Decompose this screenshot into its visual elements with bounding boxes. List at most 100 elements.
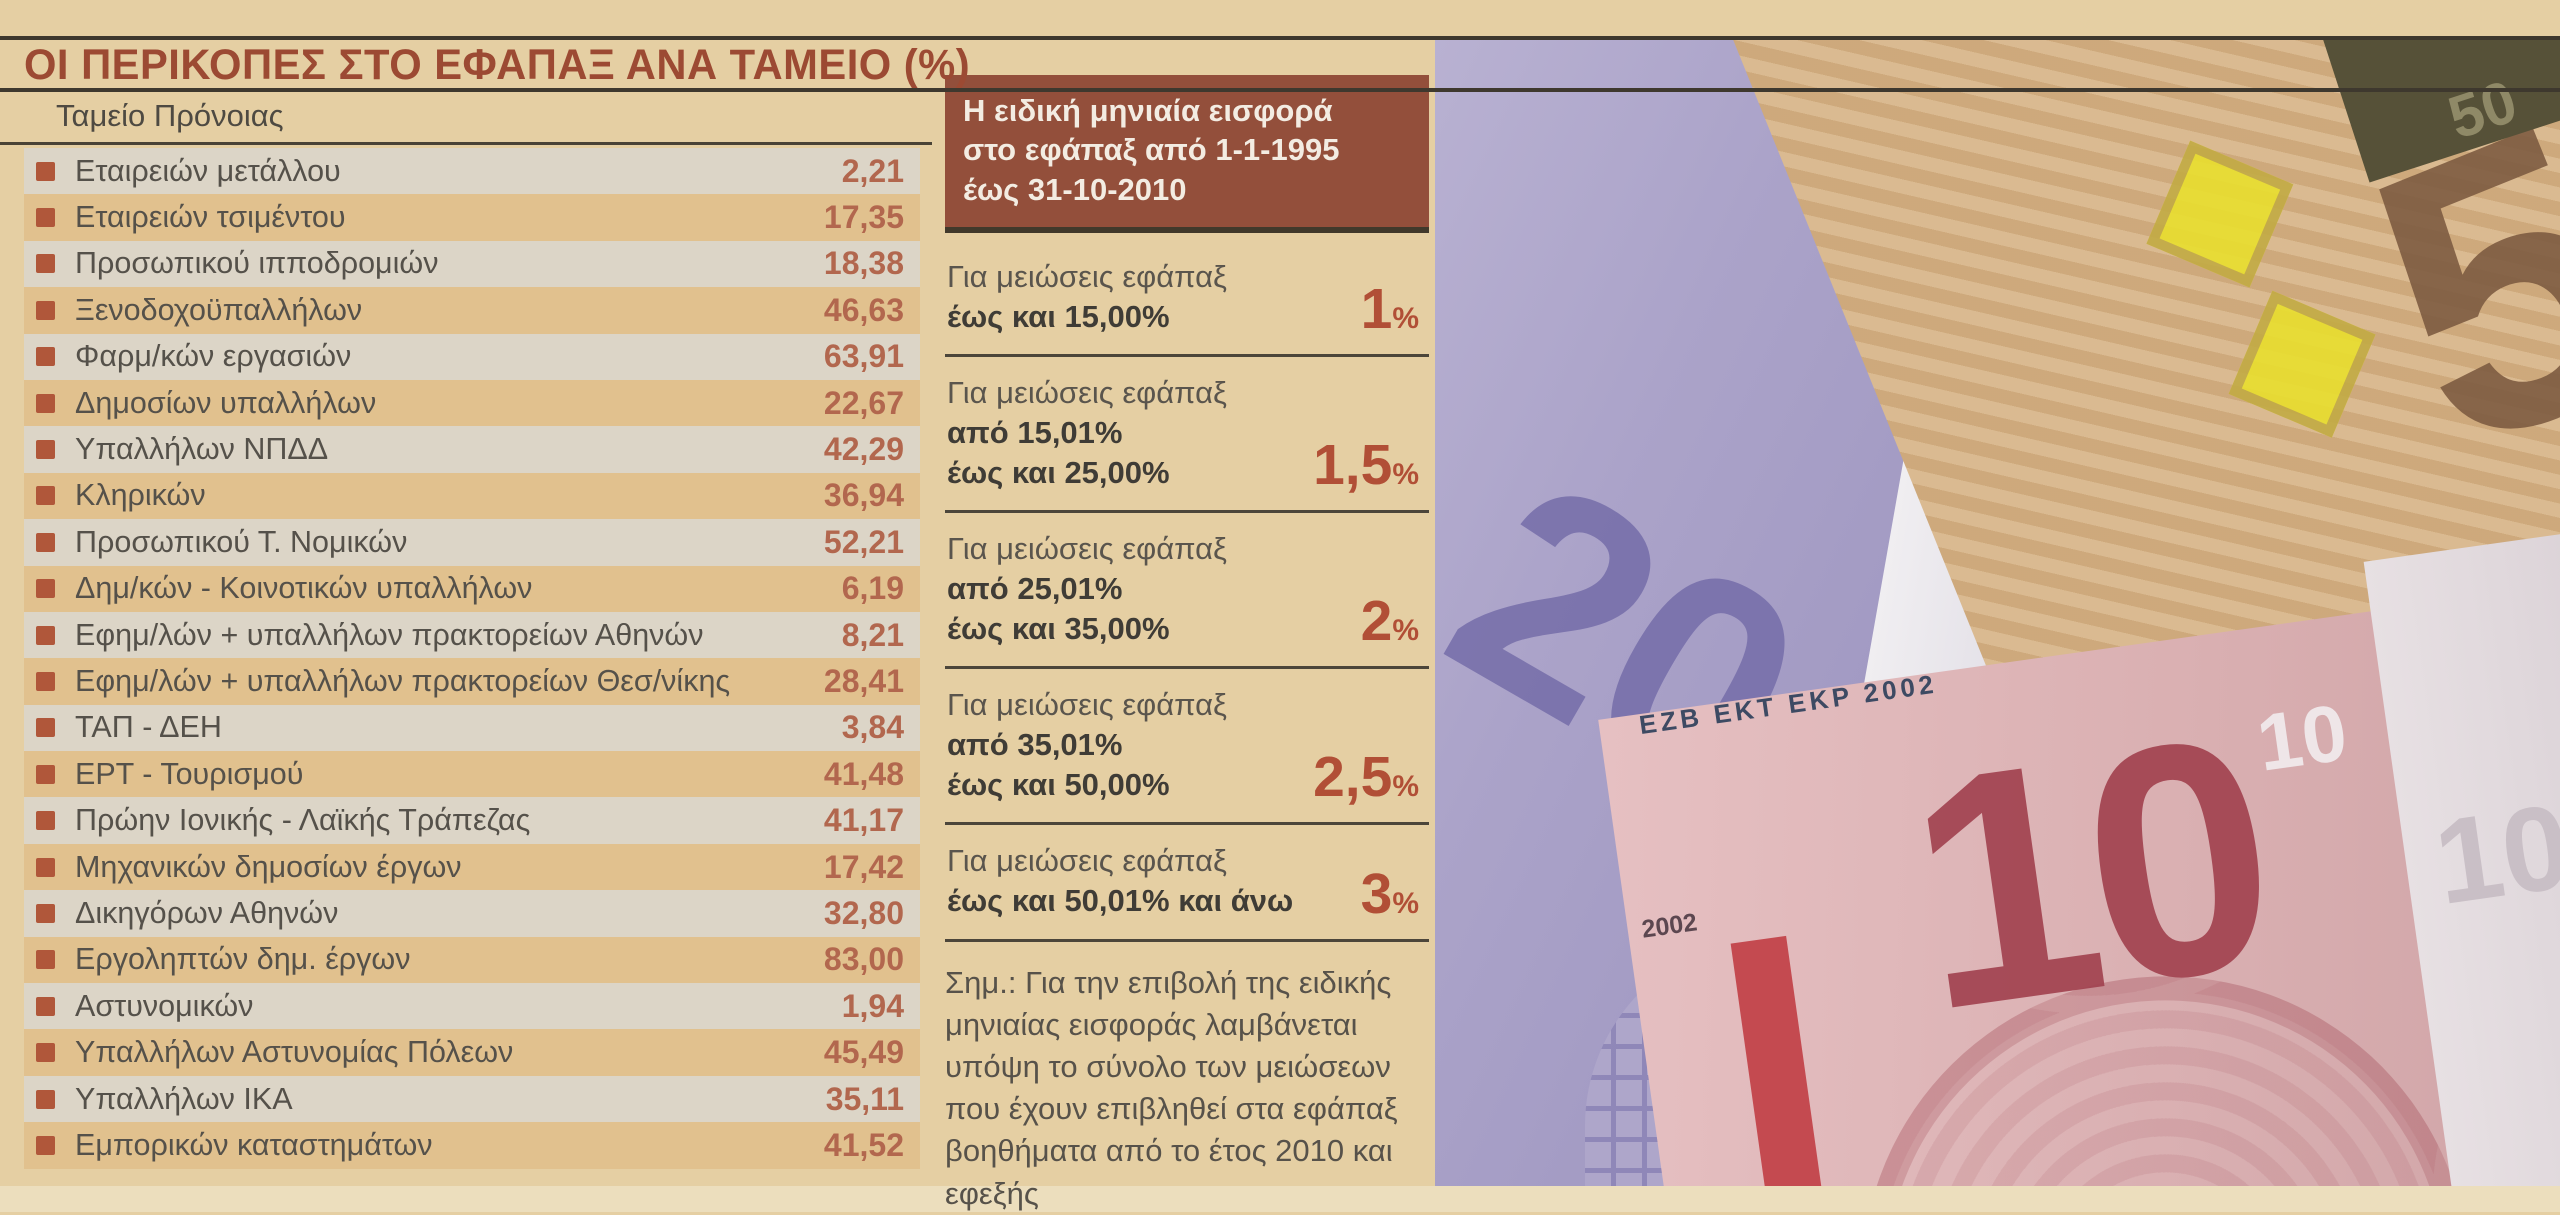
fund-label: Δημ/κών - Κοινοτικών υπαλλήλων xyxy=(75,571,533,606)
table-row: Εμπορικών καταστημάτων 41,52 xyxy=(24,1122,920,1169)
tier-row: Για μειώσεις εφάπαξ έως και 50,01% και άν… xyxy=(945,825,1429,942)
fund-bullet-icon xyxy=(36,903,55,923)
fund-bullet-icon xyxy=(36,950,55,970)
fund-label: ΕΡΤ - Τουρισμού xyxy=(75,756,304,791)
fund-label: Εμπορικών καταστημάτων xyxy=(75,1127,433,1162)
title-underline-rule xyxy=(0,88,2560,92)
top-rule xyxy=(0,36,2560,40)
fund-bullet-icon xyxy=(36,1043,55,1063)
tier-condition: Για μειώσεις εφάπαξ έως και 50,01% και άν… xyxy=(947,841,1293,920)
fund-value: 41,48 xyxy=(823,755,904,792)
fund-label: Υπαλλήλων ΙΚΑ xyxy=(75,1081,293,1116)
tier-rate: 1% xyxy=(1361,281,1425,338)
table-column-header: Ταμείο Πρόνοιας xyxy=(56,98,284,133)
table-row: Υπαλλήλων ΙΚΑ 35,11 xyxy=(24,1075,920,1123)
table-row: Δικηγόρων Αθηνών 32,80 xyxy=(24,890,920,937)
table-row: Δημοσίων υπαλλήλων 22,67 xyxy=(24,379,920,427)
table-row: Φαρμ/κών εργασιών 63,91 xyxy=(24,333,920,380)
fund-label: Δικηγόρων Αθηνών xyxy=(75,895,339,930)
fund-value: 83,00 xyxy=(823,941,904,978)
fund-label: Εφημ/λών + υπαλλήλων πρακτορείων Θεσ/νίκ… xyxy=(75,663,731,698)
fund-value: 6,19 xyxy=(841,570,904,607)
fund-value: 22,67 xyxy=(823,384,904,421)
tier-condition-line: Για μειώσεις εφάπαξ xyxy=(947,843,1227,879)
tier-condition-line: από 15,01% xyxy=(947,415,1123,451)
tier-rate: 3% xyxy=(1361,865,1425,922)
fund-label: Εργοληπτών δημ. έργων xyxy=(75,942,411,977)
fund-label: Δημοσίων υπαλλήλων xyxy=(75,385,377,420)
fund-label: ΤΑΠ - ΔΕΗ xyxy=(75,710,222,745)
tier-condition-line: έως και 25,00% xyxy=(947,454,1170,490)
fund-value: 35,11 xyxy=(825,1080,904,1117)
euro-banknotes-photo: 20 50 ★ ★ ★ 2002 50 10 2002 10 10 EZB EK… xyxy=(1435,36,2560,1186)
tier-condition: Για μειώσεις εφάπαξ έως και 15,00% xyxy=(947,257,1227,336)
fund-label: Εταιρειών τσιμέντου xyxy=(75,200,346,235)
fund-value: 17,35 xyxy=(823,199,904,236)
fund-bullet-icon xyxy=(36,625,55,645)
tier-condition-line: Για μειώσεις εφάπαξ xyxy=(947,259,1227,295)
footnote: Σημ.: Για την επιβολή της ειδικής μηνιαί… xyxy=(945,964,1398,1211)
contribution-column: Η ειδική μηνιαία εισφορά στο εφάπαξ από … xyxy=(945,75,1429,1215)
table-row: Εφημ/λών + υπαλλήλων πρακτορείων Αθηνών 8… xyxy=(24,611,920,659)
table-header-rule xyxy=(0,142,932,145)
table-row: ΤΑΠ - ΔΕΗ 3,84 xyxy=(24,704,920,752)
fund-value: 8,21 xyxy=(841,616,904,653)
tier-rate-number: 2 xyxy=(1360,589,1393,654)
fund-value: 46,63 xyxy=(823,291,904,328)
table-row: Δημ/κών - Κοινοτικών υπαλλήλων 6,19 xyxy=(24,565,920,612)
tier-rate-number: 2,5 xyxy=(1313,745,1393,810)
tier-condition-line: Για μειώσεις εφάπαξ xyxy=(947,375,1227,411)
fund-value: 3,84 xyxy=(841,709,904,746)
fund-bullet-icon xyxy=(36,764,55,784)
fund-value: 18,38 xyxy=(823,245,904,282)
tier-condition: Για μειώσεις εφάπαξ από 35,01% έως και 50,… xyxy=(947,685,1227,804)
fund-value: 1,94 xyxy=(841,987,904,1024)
tier-row: Για μειώσεις εφάπαξ έως και 15,00% 1% xyxy=(945,241,1429,358)
table-row: Εταιρειών τσιμέντου 17,35 xyxy=(24,194,920,241)
fund-bullet-icon xyxy=(36,254,55,274)
fund-bullet-icon xyxy=(36,440,55,460)
fund-bullet-icon xyxy=(36,393,55,413)
fund-label: Υπαλλήλων ΝΠΔΔ xyxy=(75,432,329,467)
tier-rate-number: 3 xyxy=(1360,861,1393,926)
banknote-10-ghost-numeral: 10 xyxy=(2427,778,2560,930)
fund-bullet-icon xyxy=(36,532,55,552)
fund-value: 17,42 xyxy=(823,848,904,885)
tier-condition-line: Για μειώσεις εφάπαξ xyxy=(947,687,1227,723)
fund-label: Μηχανικών δημοσίων έργων xyxy=(75,849,462,884)
table-row: Πρώην Ιονικής - Λαϊκής Τράπεζας 41,17 xyxy=(24,797,920,844)
fund-bullet-icon xyxy=(36,300,55,320)
percent-sign: % xyxy=(1392,302,1419,336)
banknote-10-year: 2002 xyxy=(1639,908,1699,944)
fund-label: Προσωπικού ιπποδρομιών xyxy=(75,246,439,281)
tier-rate-number: 1,5 xyxy=(1313,433,1393,498)
fund-label: Πρώην Ιονικής - Λαϊκής Τράπεζας xyxy=(75,803,531,838)
fund-label: Εταιρειών μετάλλου xyxy=(75,153,341,188)
tier-condition-line: έως και 50,00% xyxy=(947,766,1170,802)
percent-sign: % xyxy=(1392,614,1419,648)
percent-sign: % xyxy=(1392,770,1419,804)
fund-bullet-icon xyxy=(36,671,55,691)
fund-label: Ξενοδοχοϋπαλλήλων xyxy=(75,292,363,327)
fund-label: Υπαλλήλων Αστυνομίας Πόλεων xyxy=(75,1035,514,1070)
table-row: Ξενοδοχοϋπαλλήλων 46,63 xyxy=(24,287,920,334)
table-row: Κληρικών 36,94 xyxy=(24,472,920,520)
fund-label: Φαρμ/κών εργασιών xyxy=(75,339,352,374)
tier-rate-number: 1 xyxy=(1360,277,1393,342)
paper-margin xyxy=(0,1186,2560,1212)
fund-value: 32,80 xyxy=(823,894,904,931)
contribution-header: Η ειδική μηνιαία εισφορά στο εφάπαξ από … xyxy=(945,75,1429,234)
tier-row: Για μειώσεις εφάπαξ από 35,01% έως και 50,… xyxy=(945,669,1429,826)
tier-condition-line: από 25,01% xyxy=(947,571,1123,607)
tier-row: Για μειώσεις εφάπαξ από 15,01% έως και 25,… xyxy=(945,357,1429,514)
fund-value: 63,91 xyxy=(823,338,904,375)
fund-value: 45,49 xyxy=(823,1034,904,1071)
fund-bullet-icon xyxy=(36,857,55,877)
table-row: Εταιρειών μετάλλου 2,21 xyxy=(24,148,920,195)
percent-sign: % xyxy=(1392,458,1419,492)
fund-bullet-icon xyxy=(36,1135,55,1155)
fund-label: Εφημ/λών + υπαλλήλων πρακτορείων Αθηνών xyxy=(75,617,704,652)
tier-condition-line: Για μειώσεις εφάπαξ xyxy=(947,531,1227,567)
table-row: Αστυνομικών 1,94 xyxy=(24,983,920,1030)
table-row: Υπαλλήλων ΝΠΔΔ 42,29 xyxy=(24,426,920,473)
